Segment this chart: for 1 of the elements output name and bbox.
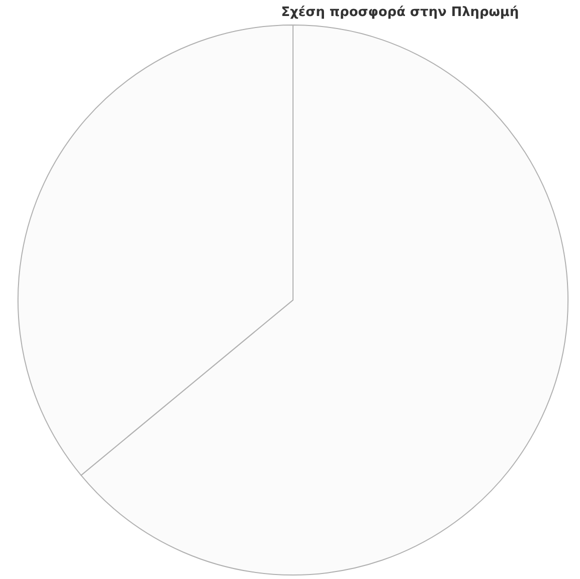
chart-title: Σχέση προσφορά στην Πληρωμή — [281, 5, 519, 20]
